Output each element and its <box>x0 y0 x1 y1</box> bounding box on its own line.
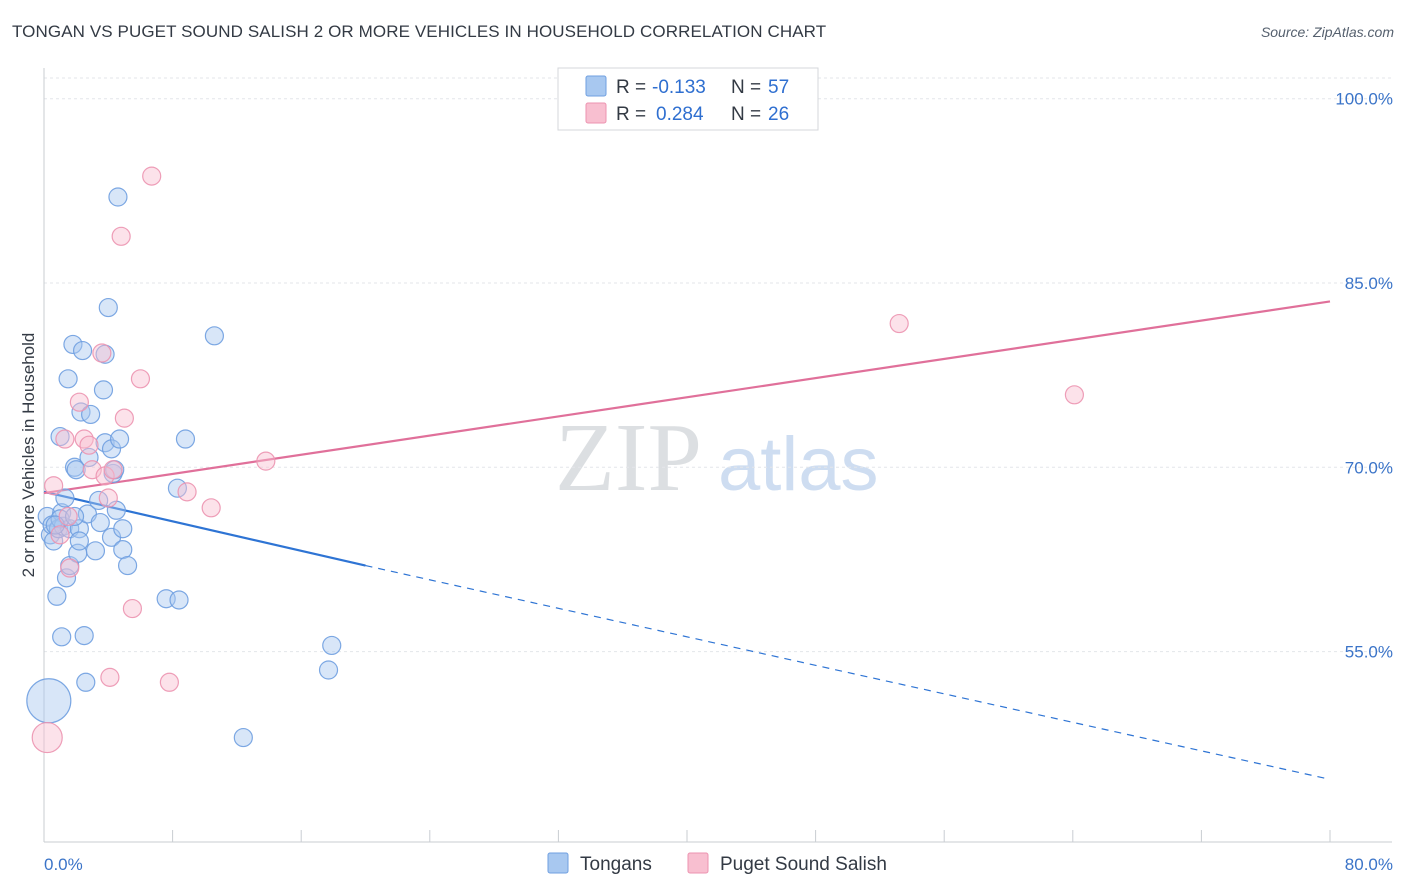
tongans-point <box>175 429 196 449</box>
tongans-point <box>52 627 72 647</box>
tongans-point <box>93 380 114 400</box>
salish-point <box>114 408 134 428</box>
legend-r-value-tongans: -0.133 <box>652 77 706 98</box>
tongans-trend-line <box>43 490 366 567</box>
bottom-legend-swatch-tongans <box>547 852 569 874</box>
tongans-point <box>74 625 94 646</box>
tongans-point <box>109 429 130 449</box>
salish-point <box>69 392 89 412</box>
gridlines <box>44 77 1392 653</box>
salish-point <box>100 667 120 687</box>
tongans-point <box>58 369 78 389</box>
salish-point <box>122 598 143 619</box>
tongans-point <box>113 519 133 539</box>
tongans-point <box>76 672 96 692</box>
stats-legend: R = -0.133 N = 57 R = 0.284 N = 26 <box>557 67 819 131</box>
tongans-point <box>55 488 75 508</box>
data-points <box>26 166 1085 754</box>
legend-swatch-tongans <box>585 75 607 97</box>
salish-point <box>58 506 78 527</box>
tongans-point <box>169 590 189 610</box>
y-tick-label: 85.0% <box>1345 274 1393 293</box>
tongans-point <box>85 541 106 561</box>
salish-point <box>177 482 197 502</box>
y-axis-label: 2 or more Vehicles in Household <box>19 333 38 578</box>
legend-r-value-salish: 0.284 <box>656 104 704 125</box>
salish-point <box>201 498 221 518</box>
salish-point <box>31 721 63 754</box>
tongans-point <box>318 660 339 680</box>
y-tick-label: 55.0% <box>1345 643 1393 662</box>
tongans-point <box>101 439 122 459</box>
tongans-point <box>167 478 188 498</box>
salish-point <box>130 369 151 389</box>
salish-point <box>60 558 80 578</box>
tongans-point <box>63 334 83 355</box>
salish-point <box>889 313 909 334</box>
tongans-point <box>81 404 101 425</box>
watermark-zip: ZIP <box>555 404 702 512</box>
salish-point <box>79 435 99 455</box>
trend-lines <box>43 300 1331 780</box>
tongans-point <box>47 586 67 606</box>
tongans-point <box>117 555 138 576</box>
bottom-legend-label-tongans: Tongans <box>580 854 652 875</box>
tongans-point <box>95 344 115 364</box>
watermark-atlas: atlas <box>718 422 879 507</box>
legend-swatch-puget-sound-salish <box>585 102 607 124</box>
legend-n-value-salish: 26 <box>768 104 789 125</box>
tongans-trend-extension <box>365 564 1331 780</box>
watermark: ZIP atlas <box>555 404 879 512</box>
axes <box>43 68 1392 843</box>
x-tick-label: 80.0% <box>1345 855 1393 874</box>
tongans-point <box>322 635 342 656</box>
x-tick-label: 0.0% <box>44 855 83 874</box>
tongans-point <box>66 460 86 480</box>
y-tick-label: 70.0% <box>1345 458 1393 477</box>
salish-point <box>159 672 179 692</box>
tongans-point <box>108 187 128 207</box>
tick-labels: 55.0% 70.0% 85.0% 100.0% 0.0% 80.0% <box>44 90 1393 874</box>
tongans-point <box>98 297 118 318</box>
tongans-point <box>72 340 93 361</box>
source-label: Source: ZipAtlas.com <box>1260 24 1394 40</box>
salish-point <box>98 488 118 508</box>
legend-r-label-tongans: R = <box>616 77 646 98</box>
tongans-point <box>204 326 224 346</box>
legend-n-label-tongans: N = <box>731 77 761 98</box>
salish-point <box>1064 385 1085 405</box>
tongans-point <box>113 539 133 560</box>
legend-n-value-tongans: 57 <box>768 77 789 98</box>
tongans-point <box>26 678 72 724</box>
bottom-legend-label-salish: Puget Sound Salish <box>720 854 887 875</box>
salish-point <box>55 429 75 449</box>
salish-point <box>111 226 131 246</box>
chart-title: TONGAN VS PUGET SOUND SALISH 2 OR MORE V… <box>12 22 827 41</box>
salish-point <box>50 525 70 545</box>
salish-trend-line <box>43 300 1331 495</box>
salish-point <box>44 476 64 496</box>
salish-point <box>103 460 123 480</box>
legend-n-label-salish: N = <box>731 104 761 125</box>
series-legend: Tongans Puget Sound Salish <box>547 852 887 875</box>
y-tick-label: 100.0% <box>1335 90 1393 109</box>
tongans-point <box>64 506 85 527</box>
bottom-legend-swatch-salish <box>687 852 709 874</box>
tongans-point <box>233 727 253 748</box>
tongans-point <box>90 512 110 533</box>
tongans-point <box>69 531 89 551</box>
salish-point <box>256 451 276 471</box>
salish-point <box>92 343 112 363</box>
legend-r-label-salish: R = <box>616 104 646 125</box>
salish-point <box>142 166 162 186</box>
